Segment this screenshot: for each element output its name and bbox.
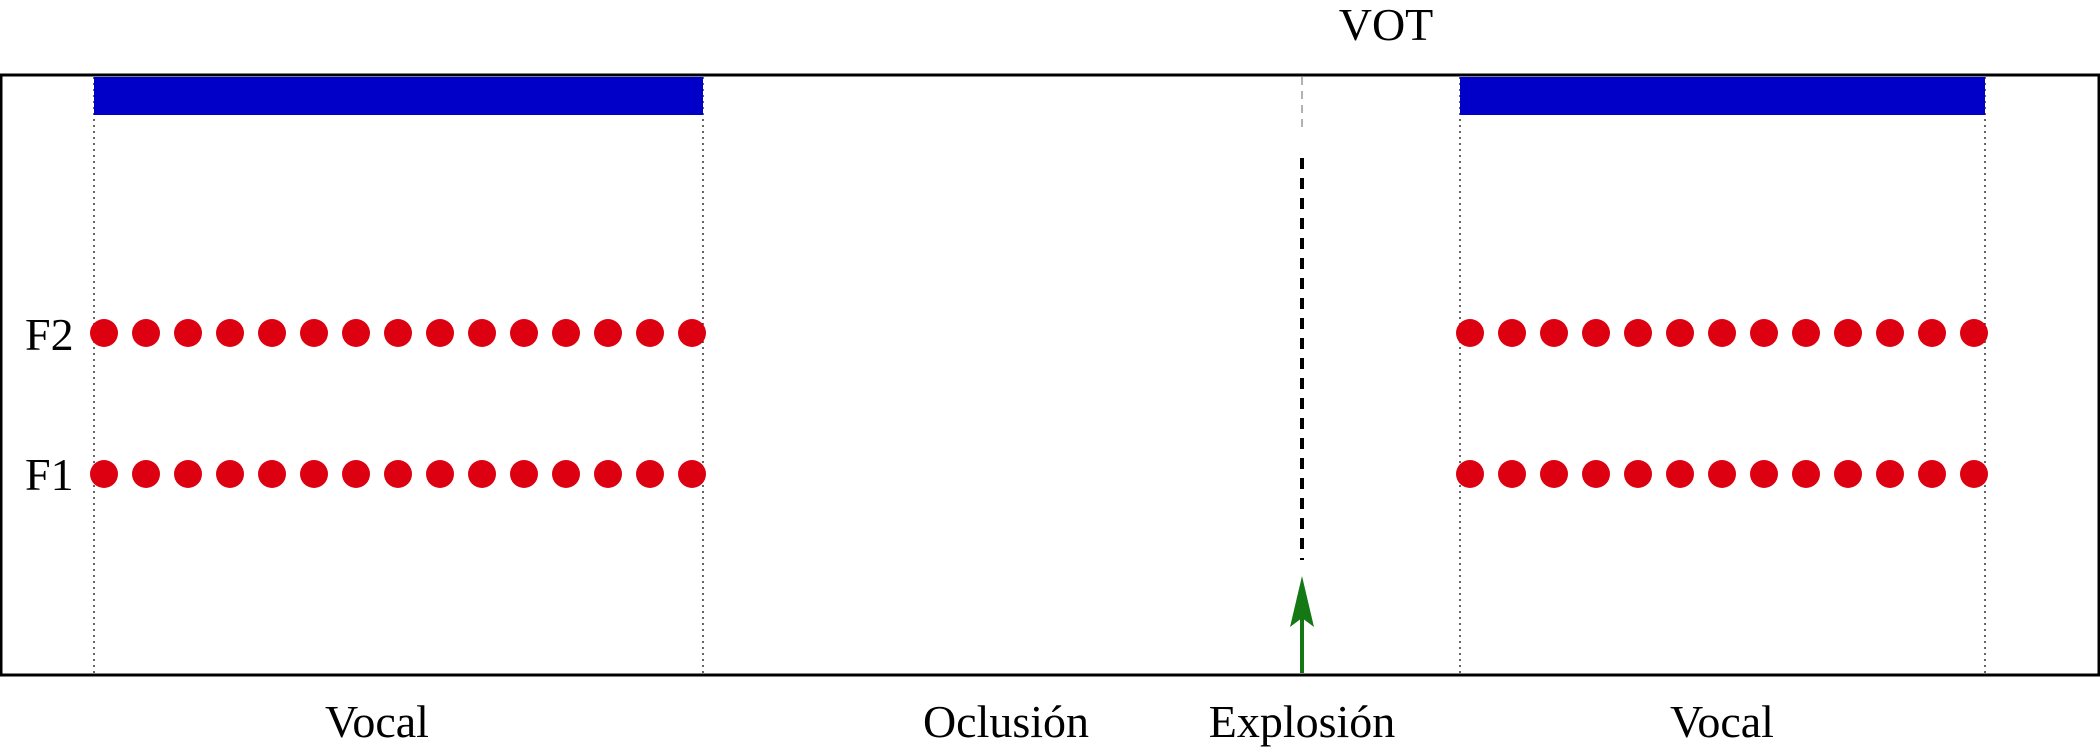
formant-dot-f1-vocal-left bbox=[636, 460, 664, 488]
vot-label: VOT bbox=[1339, 0, 1434, 50]
formant-label-f1: F1 bbox=[25, 449, 74, 500]
formant-dot-f2-vocal-right bbox=[1876, 319, 1904, 347]
formant-dot-f1-vocal-right bbox=[1876, 460, 1904, 488]
voicing-bar-left bbox=[94, 77, 703, 115]
formant-dot-f2-vocal-left bbox=[552, 319, 580, 347]
formant-dot-f2-vocal-right bbox=[1918, 319, 1946, 347]
formant-dot-f2-vocal-left bbox=[258, 319, 286, 347]
formant-dot-f1-vocal-right bbox=[1834, 460, 1862, 488]
formant-dot-f2-vocal-left bbox=[384, 319, 412, 347]
formant-dot-f1-vocal-left bbox=[90, 460, 118, 488]
formant-dots bbox=[90, 319, 1988, 488]
formant-dot-f1-vocal-right bbox=[1750, 460, 1778, 488]
formant-dot-f1-vocal-right bbox=[1582, 460, 1610, 488]
segment-label-vocal-left: Vocal bbox=[325, 696, 429, 747]
formant-dot-f1-vocal-left bbox=[174, 460, 202, 488]
formant-dot-f2-vocal-right bbox=[1582, 319, 1610, 347]
formant-dot-f1-vocal-right bbox=[1498, 460, 1526, 488]
formant-dot-f2-vocal-left bbox=[216, 319, 244, 347]
formant-dot-f2-vocal-left bbox=[132, 319, 160, 347]
formant-dot-f1-vocal-left bbox=[426, 460, 454, 488]
formant-dot-f2-vocal-right bbox=[1456, 319, 1484, 347]
formant-dot-f1-vocal-left bbox=[468, 460, 496, 488]
formant-dot-f2-vocal-right bbox=[1624, 319, 1652, 347]
formant-dot-f2-vocal-left bbox=[342, 319, 370, 347]
formant-dot-f2-vocal-right bbox=[1666, 319, 1694, 347]
formant-dot-f2-vocal-left bbox=[510, 319, 538, 347]
formant-dot-f2-vocal-right bbox=[1498, 319, 1526, 347]
formant-dot-f2-vocal-right bbox=[1792, 319, 1820, 347]
formant-dot-f1-vocal-right bbox=[1918, 460, 1946, 488]
formant-dot-f2-vocal-left bbox=[678, 319, 706, 347]
formant-dot-f1-vocal-left bbox=[216, 460, 244, 488]
formant-dot-f1-vocal-left bbox=[132, 460, 160, 488]
formant-dot-f1-vocal-left bbox=[678, 460, 706, 488]
formant-dot-f2-vocal-left bbox=[426, 319, 454, 347]
formant-dot-f1-vocal-left bbox=[594, 460, 622, 488]
formant-dot-f1-vocal-right bbox=[1456, 460, 1484, 488]
formant-dot-f2-vocal-right bbox=[1750, 319, 1778, 347]
formant-dot-f2-vocal-left bbox=[90, 319, 118, 347]
formant-dot-f2-vocal-right bbox=[1708, 319, 1736, 347]
formant-label-f2: F2 bbox=[25, 309, 74, 360]
formant-dot-f1-vocal-right bbox=[1708, 460, 1736, 488]
formant-dot-f2-vocal-left bbox=[300, 319, 328, 347]
formant-dot-f2-vocal-left bbox=[636, 319, 664, 347]
voicing-bar-right bbox=[1460, 77, 1985, 115]
segment-label-oclusion: Oclusión bbox=[923, 696, 1089, 747]
formant-dot-f1-vocal-left bbox=[552, 460, 580, 488]
spectrogram-frame bbox=[0, 73, 2100, 677]
formant-dot-f2-vocal-right bbox=[1540, 319, 1568, 347]
formant-dot-f1-vocal-right bbox=[1792, 460, 1820, 488]
formant-dot-f1-vocal-right bbox=[1666, 460, 1694, 488]
formant-dot-f1-vocal-right bbox=[1540, 460, 1568, 488]
segment-label-vocal-right: Vocal bbox=[1670, 696, 1774, 747]
formant-dot-f1-vocal-left bbox=[384, 460, 412, 488]
formant-dot-f1-vocal-left bbox=[258, 460, 286, 488]
formant-dot-f2-vocal-right bbox=[1834, 319, 1862, 347]
formant-dot-f2-vocal-left bbox=[468, 319, 496, 347]
release-arrow bbox=[1290, 576, 1314, 673]
formant-dot-f1-vocal-left bbox=[510, 460, 538, 488]
formant-dot-f2-vocal-left bbox=[594, 319, 622, 347]
formant-dot-f1-vocal-left bbox=[300, 460, 328, 488]
formant-dot-f1-vocal-left bbox=[342, 460, 370, 488]
formant-dot-f2-vocal-right bbox=[1960, 319, 1988, 347]
release-arrow-head bbox=[1290, 576, 1314, 627]
formant-dot-f1-vocal-right bbox=[1624, 460, 1652, 488]
formant-dot-f2-vocal-left bbox=[174, 319, 202, 347]
formant-dot-f1-vocal-right bbox=[1960, 460, 1988, 488]
segment-label-explosion: Explosión bbox=[1209, 696, 1396, 747]
segment-boundaries bbox=[93, 77, 1986, 673]
